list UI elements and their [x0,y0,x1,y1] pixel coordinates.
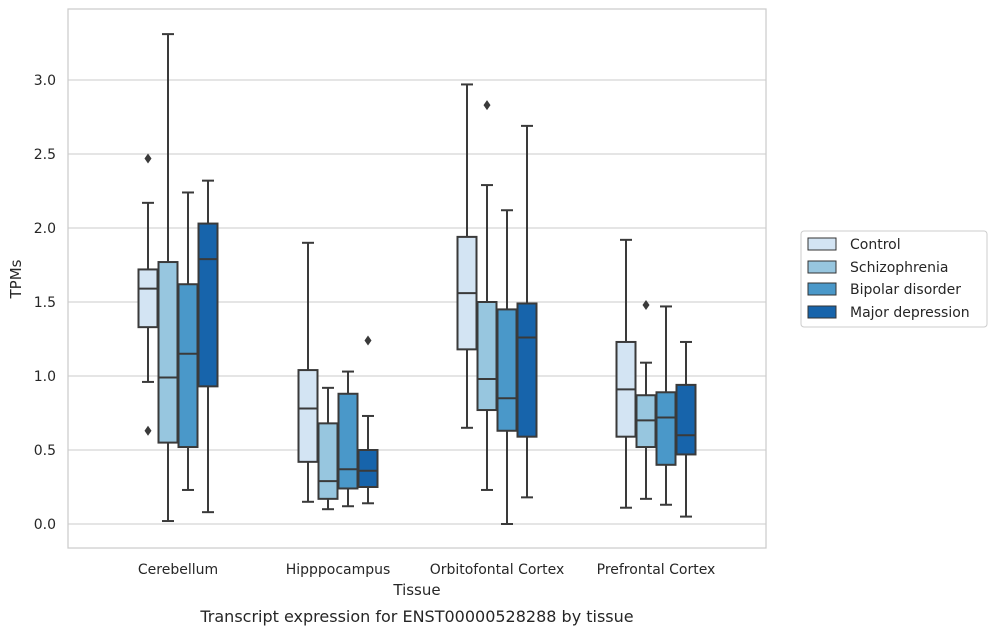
box-hipppocampus-schizophrenia [317,386,339,511]
box-iqr [317,422,339,500]
y-tick-labels: 0.0 0.5 1.0 1.5 2.0 2.5 3.0 [34,73,56,533]
chart-caption: Transcript expression for ENST0000052828… [199,607,633,626]
x-tick-label-hipppocampus: Hipppocampus [286,562,391,578]
legend-swatch-schizophrenia [807,260,837,274]
legend-swatch-control [807,237,837,251]
outlier-point [364,335,372,346]
legend-label-schizophrenia: Schizophrenia [850,260,948,276]
box-iqr [476,301,498,412]
box-cerebellum-control [137,153,159,436]
x-tick-label-cerebellum: Cerebellum [138,562,218,578]
outlier-point [483,100,491,111]
box-prefrontal-cortex-schizophrenia [635,299,657,500]
outlier-point [144,425,152,436]
box-prefrontal-cortex-bipolar-disorder [655,305,677,506]
box-iqr [177,283,199,449]
x-tick-label-prefrontal-cortex: Prefrontal Cortex [597,562,716,578]
legend-label-control: Control [850,237,901,253]
outlier-point [144,153,152,164]
box-iqr [297,369,319,463]
y-tick-label-1-5: 1.5 [34,295,56,311]
y-axis-title: TPMs [7,259,25,299]
box-cerebellum-schizophrenia [157,33,179,523]
legend-label-bipolar-disorder: Bipolar disorder [850,282,961,298]
box-hipppocampus-major-depression [357,335,379,505]
box-orbitofontal-cortex-major-depression [516,124,538,499]
box-iqr [137,268,159,329]
box-iqr [197,222,219,388]
box-hipppocampus-bipolar-disorder [337,370,359,508]
box-cerebellum-major-depression [197,179,219,514]
legend-swatch-bipolar-disorder [807,282,837,296]
box-iqr [516,302,538,438]
box-iqr [655,391,677,466]
outlier-point [642,299,650,310]
y-tick-label-3-0: 3.0 [34,73,56,89]
box-orbitofontal-cortex-schizophrenia [476,100,498,491]
box-iqr [357,449,379,488]
y-tick-label-2-5: 2.5 [34,147,56,163]
legend-frame [800,230,988,328]
box-orbitofontal-cortex-control [456,83,478,429]
legend-swatch-major-depression [807,305,837,319]
x-axis-title: Tissue [392,581,440,599]
box-iqr [496,308,518,432]
y-tick-label-0-0: 0.0 [34,517,56,533]
y-tick-label-0-5: 0.5 [34,443,56,459]
box-iqr [337,392,359,490]
box-iqr [675,383,697,456]
x-tick-label-orbitofontal-cortex: Orbitofontal Cortex [430,562,565,578]
x-tick-labels: Cerebellum Hipppocampus Orbitofontal Corte… [138,562,715,578]
y-tick-label-1-0: 1.0 [34,369,56,385]
plot-area-frame [67,8,767,549]
box-iqr [157,261,179,444]
y-tick-label-2-0: 2.0 [34,221,56,237]
box-cerebellum-bipolar-disorder [177,191,199,491]
box-prefrontal-cortex-major-depression [675,340,697,518]
box-orbitofontal-cortex-bipolar-disorder [496,209,518,525]
box-hipppocampus-control [297,241,319,503]
box-series [137,33,697,525]
legend: Control Schizophrenia Bipolar disorder M… [800,230,988,328]
box-prefrontal-cortex-control [615,238,637,509]
legend-label-major-depression: Major depression [850,305,970,321]
